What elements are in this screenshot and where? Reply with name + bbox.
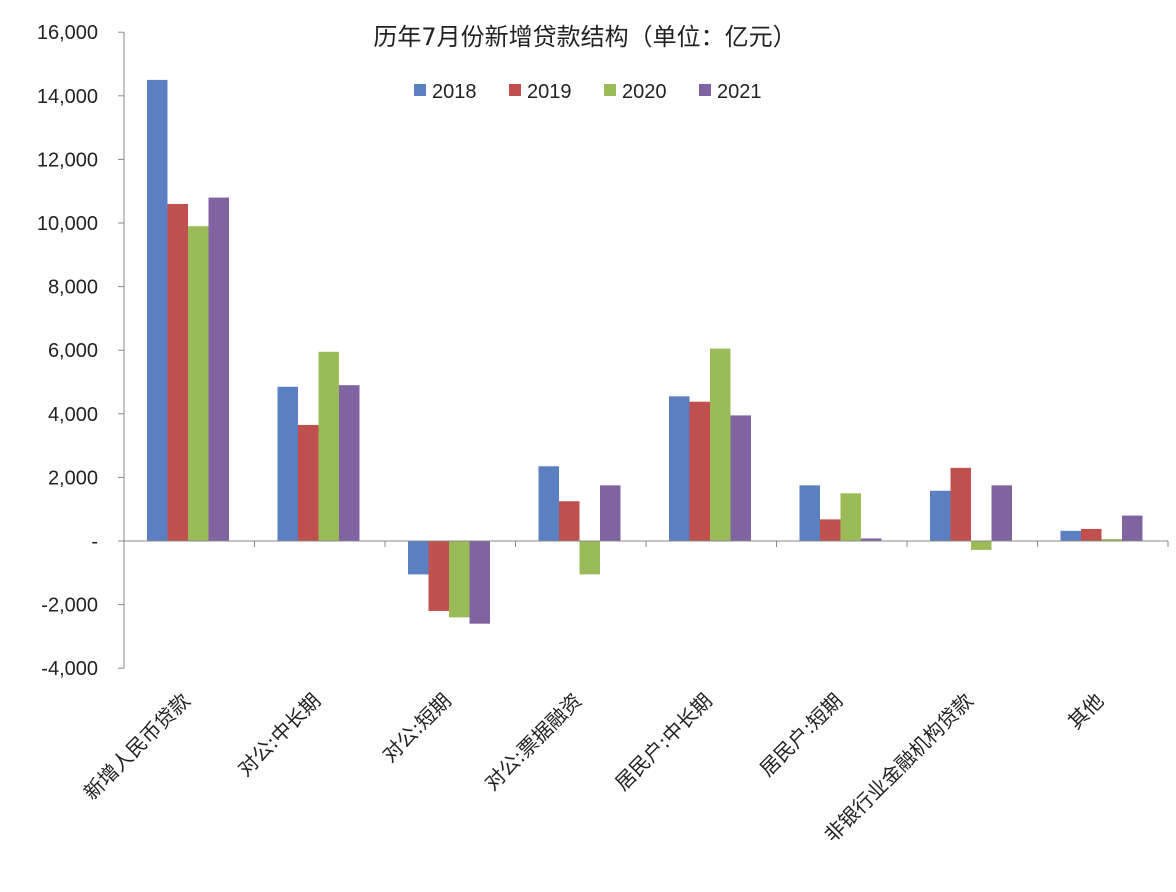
legend: 2018 2019 2020 2021 bbox=[414, 81, 762, 103]
bar bbox=[1060, 530, 1081, 541]
x-axis: 新增人民币贷款 对公:中长期 对公:短期 对公:票据融资 居民户:中长期 居民户:短期非银… bbox=[79, 540, 1169, 847]
bar bbox=[930, 490, 951, 541]
x-category-label: 其他 bbox=[1063, 689, 1108, 734]
bar bbox=[799, 485, 820, 541]
bar bbox=[689, 401, 710, 541]
bar bbox=[449, 541, 470, 618]
legend-swatch bbox=[604, 84, 616, 96]
bar bbox=[469, 541, 490, 624]
bar bbox=[971, 541, 992, 550]
x-category-label: 对公:短期 bbox=[377, 689, 455, 767]
y-tick-label: 16,000 bbox=[37, 22, 98, 44]
y-tick-label: -4,000 bbox=[41, 658, 98, 680]
x-category-label: 居民户:短期 bbox=[755, 689, 847, 781]
bar bbox=[559, 501, 580, 541]
bar bbox=[991, 485, 1012, 541]
x-category-label: 居民户:中长期 bbox=[610, 689, 717, 796]
chart-title: 历年7月份新增贷款结构（单位：亿元） bbox=[373, 23, 796, 51]
bar bbox=[318, 351, 339, 541]
y-tick-label: 6,000 bbox=[48, 340, 98, 362]
y-tick-label: 8,000 bbox=[48, 277, 98, 299]
bar bbox=[339, 385, 360, 541]
y-tick-label: -2,000 bbox=[41, 595, 98, 617]
y-tick-label: - bbox=[91, 531, 98, 553]
legend-label: 2019 bbox=[527, 81, 572, 103]
y-tick-label: 2,000 bbox=[48, 467, 98, 489]
bar bbox=[408, 541, 429, 575]
bar bbox=[600, 485, 621, 541]
y-axis: 16,000 14,000 12,000 10,000 8,000 6,000 4,000 2… bbox=[37, 22, 125, 680]
legend-label: 2020 bbox=[622, 81, 667, 103]
bar bbox=[1101, 539, 1122, 541]
bar bbox=[669, 396, 690, 541]
bar bbox=[277, 386, 298, 541]
bar bbox=[167, 203, 188, 542]
bar bbox=[861, 538, 882, 541]
bar bbox=[188, 226, 209, 541]
bar bbox=[730, 415, 751, 541]
bar bbox=[1122, 515, 1143, 541]
y-tick-label: 12,000 bbox=[37, 149, 98, 171]
bar bbox=[840, 493, 861, 541]
bar bbox=[298, 424, 319, 541]
x-category-label: 对公:中长期 bbox=[233, 689, 325, 781]
legend-label: 2018 bbox=[432, 81, 477, 103]
legend-swatch bbox=[509, 84, 521, 96]
legend-label: 2021 bbox=[717, 81, 762, 103]
bar bbox=[710, 348, 731, 541]
bar bbox=[538, 466, 559, 541]
bar bbox=[950, 467, 971, 541]
bars-group bbox=[147, 79, 1143, 624]
bar bbox=[208, 197, 229, 541]
x-category-label: 新增人民币贷款 bbox=[79, 689, 195, 805]
bar bbox=[147, 79, 168, 542]
legend-swatch bbox=[699, 84, 711, 96]
bar bbox=[1081, 528, 1102, 541]
y-tick-label: 10,000 bbox=[37, 213, 98, 235]
bar bbox=[428, 541, 449, 611]
x-category-label: 对公:票据融资 bbox=[480, 689, 587, 796]
bar bbox=[579, 541, 600, 575]
y-tick-label: 4,000 bbox=[48, 404, 98, 426]
y-tick-label: 14,000 bbox=[37, 86, 98, 108]
bar bbox=[820, 519, 841, 541]
legend-swatch bbox=[414, 84, 426, 96]
x-category-label: 非银行业金融机构贷款 bbox=[819, 689, 977, 847]
